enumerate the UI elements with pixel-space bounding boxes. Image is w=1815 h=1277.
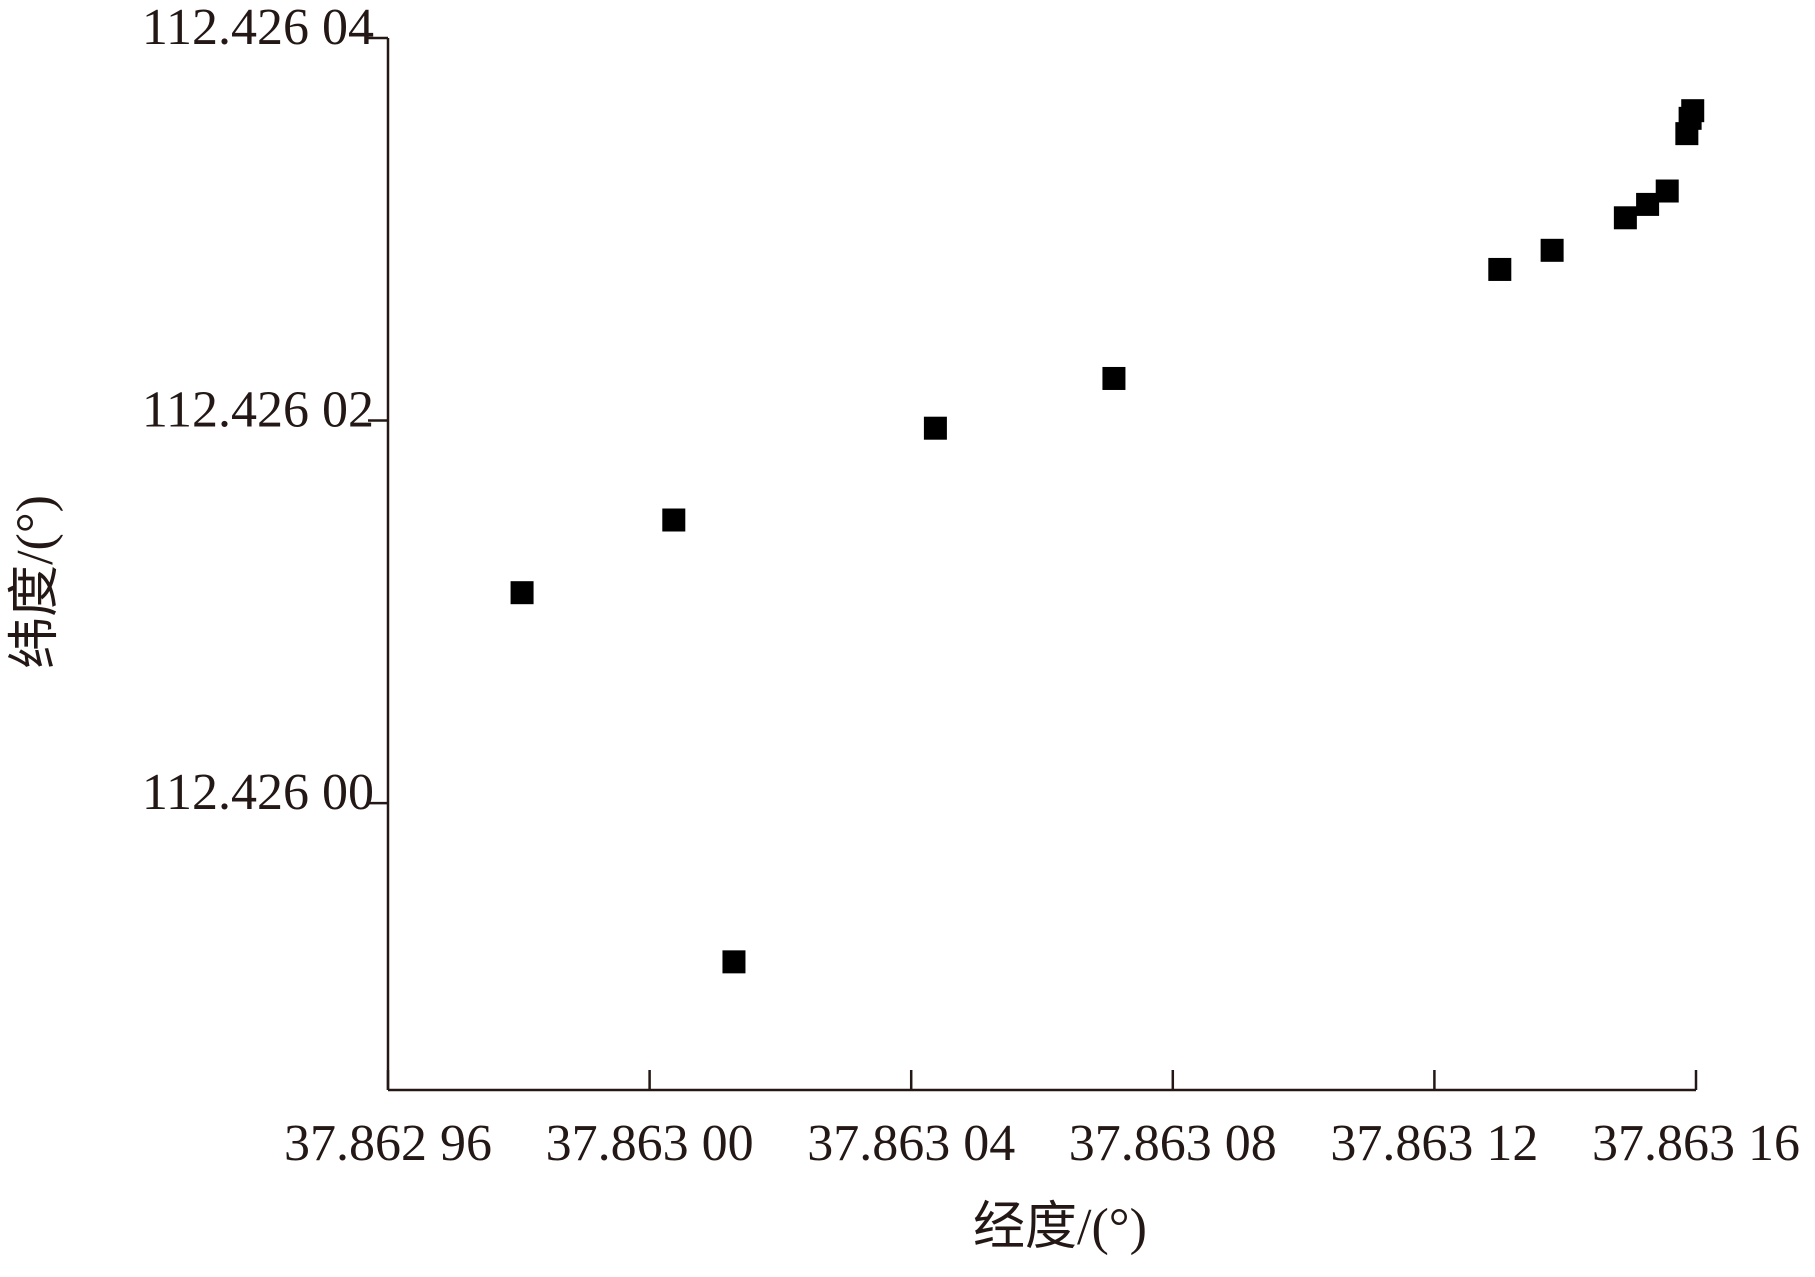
point — [510, 581, 534, 605]
x-tick-label: 37.863 04 — [807, 1115, 1015, 1172]
y-tick-label: 112.426 00 — [142, 764, 374, 821]
point — [1488, 257, 1512, 281]
point — [722, 950, 746, 974]
point — [662, 508, 686, 532]
point — [1636, 192, 1660, 216]
x-axis-title: 经度/(°) — [973, 1199, 1147, 1256]
point — [1681, 99, 1705, 123]
y-tick-label: 112.426 04 — [142, 0, 374, 56]
point — [1540, 238, 1564, 262]
point — [1655, 179, 1679, 203]
x-tick-label: 37.863 12 — [1330, 1115, 1538, 1172]
point — [1102, 366, 1126, 390]
point — [923, 416, 947, 440]
x-tick-label: 37.863 16 — [1592, 1115, 1800, 1172]
x-tick-label: 37.863 00 — [546, 1115, 754, 1172]
point — [1613, 206, 1637, 230]
x-tick-label: 37.862 96 — [284, 1115, 492, 1172]
y-axis-title: 纬度/(°) — [7, 495, 64, 669]
y-tick-label: 112.426 02 — [142, 381, 374, 438]
x-tick-label: 37.863 08 — [1069, 1115, 1277, 1172]
